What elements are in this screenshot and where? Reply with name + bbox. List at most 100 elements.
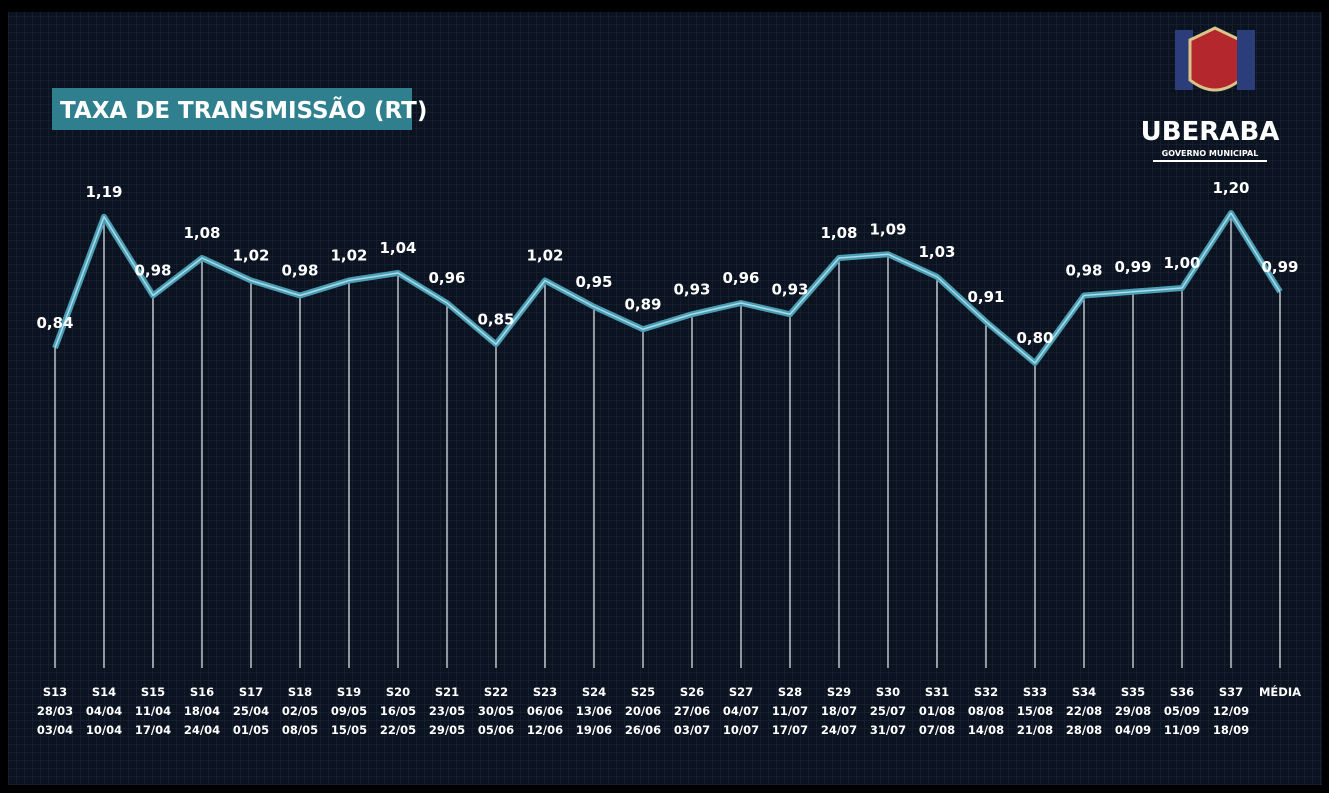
x-tick-label: 18/04: [184, 704, 220, 718]
value-label: 0,89: [624, 295, 661, 313]
value-label: 1,02: [232, 247, 269, 265]
title-box: [52, 88, 412, 130]
x-tick-label: S17: [239, 685, 263, 699]
value-label: 1,02: [526, 247, 563, 265]
x-tick-label: 18/07: [821, 704, 857, 718]
x-tick-label: 04/07: [723, 704, 759, 718]
value-label: 1,08: [183, 224, 220, 242]
x-tick-label: S32: [974, 685, 998, 699]
x-tick-label: S27: [729, 685, 753, 699]
x-tick-label: 27/06: [674, 704, 710, 718]
value-label: 0,93: [673, 280, 710, 298]
x-tick-label: 19/06: [576, 723, 612, 737]
x-tick-label: S24: [582, 685, 606, 699]
x-tick-label: 11/09: [1164, 723, 1200, 737]
x-tick-label: 24/07: [821, 723, 857, 737]
x-tick-label: 11/04: [135, 704, 171, 718]
x-tick-label: 03/07: [674, 723, 710, 737]
x-tick-label: 14/08: [968, 723, 1004, 737]
value-label: 1,00: [1163, 254, 1200, 272]
x-tick-label: 05/09: [1164, 704, 1200, 718]
x-tick-label: S28: [778, 685, 802, 699]
x-tick-label: 07/08: [919, 723, 955, 737]
value-label: 0,85: [477, 310, 514, 328]
x-tick-label: 01/05: [233, 723, 269, 737]
value-label: 0,95: [575, 273, 612, 291]
data-line-highlight: [54, 212, 1281, 364]
x-tick-label: 29/08: [1115, 704, 1151, 718]
x-tick-label: 15/05: [331, 723, 367, 737]
x-tick-label: 12/09: [1213, 704, 1249, 718]
x-tick-label: MÉDIA: [1259, 684, 1301, 699]
x-tick-label: 01/08: [919, 704, 955, 718]
x-tick-label: S31: [925, 685, 949, 699]
logo-figure: [1237, 30, 1255, 90]
x-tick-label: 06/06: [527, 704, 563, 718]
grid-pattern: [8, 12, 1322, 785]
x-tick-label: 26/06: [625, 723, 661, 737]
x-tick-label: 02/05: [282, 704, 318, 718]
logo-shield: [1188, 26, 1242, 92]
value-label: 0,84: [36, 314, 73, 332]
x-tick-label: 12/06: [527, 723, 563, 737]
x-tick-label: 08/05: [282, 723, 318, 737]
x-tick-label: 22/08: [1066, 704, 1102, 718]
x-tick-label: 31/07: [870, 723, 906, 737]
value-label: 1,19: [85, 183, 122, 201]
x-tick-label: S25: [631, 685, 655, 699]
value-label: 0,80: [1016, 329, 1053, 347]
x-tick-label: 23/05: [429, 704, 465, 718]
value-label: 0,98: [281, 262, 318, 280]
x-tick-label: 22/05: [380, 723, 416, 737]
x-tick-label: 25/07: [870, 704, 906, 718]
x-tick-label: 20/06: [625, 704, 661, 718]
chart-title: TAXA DE TRANSMISSÃO (RT): [60, 96, 427, 124]
x-tick-label: 10/04: [86, 723, 122, 737]
value-label: 0,91: [967, 288, 1004, 306]
x-tick-label: 13/06: [576, 704, 612, 718]
x-tick-label: S13: [43, 685, 67, 699]
x-tick-label: S19: [337, 685, 361, 699]
x-tick-label: S36: [1170, 685, 1194, 699]
x-tick-label: S35: [1121, 685, 1145, 699]
x-tick-label: 28/03: [37, 704, 73, 718]
x-tick-label: S22: [484, 685, 508, 699]
x-tick-label: 04/04: [86, 704, 122, 718]
value-label: 0,96: [428, 269, 465, 287]
x-tick-label: S18: [288, 685, 312, 699]
x-tick-label: 03/04: [37, 723, 73, 737]
x-tick-label: S21: [435, 685, 459, 699]
x-tick-label: 11/07: [772, 704, 808, 718]
x-tick-label: 24/04: [184, 723, 220, 737]
x-tick-label: 17/07: [772, 723, 808, 737]
x-tick-label: 04/09: [1115, 723, 1151, 737]
x-tick-label: 30/05: [478, 704, 514, 718]
x-tick-label: S15: [141, 685, 165, 699]
x-tick-label: S23: [533, 685, 557, 699]
x-tick-label: 10/07: [723, 723, 759, 737]
x-tick-label: S34: [1072, 685, 1096, 699]
x-tick-label: 29/05: [429, 723, 465, 737]
value-label: 1,20: [1212, 179, 1249, 197]
value-label: 1,04: [379, 239, 416, 257]
x-tick-label: 28/08: [1066, 723, 1102, 737]
value-label: 0,98: [1065, 262, 1102, 280]
logo-subtitle: GOVERNO MUNICIPAL: [1162, 149, 1259, 158]
x-tick-label: 18/09: [1213, 723, 1249, 737]
value-label: 0,98: [134, 262, 171, 280]
x-tick-label: S26: [680, 685, 704, 699]
x-tick-label: S16: [190, 685, 214, 699]
x-tick-label: S14: [92, 685, 116, 699]
value-label: 0,93: [771, 280, 808, 298]
x-tick-label: 17/04: [135, 723, 171, 737]
value-label: 1,02: [330, 247, 367, 265]
x-tick-label: 21/08: [1017, 723, 1053, 737]
x-tick-label: 16/05: [380, 704, 416, 718]
x-tick-label: S29: [827, 685, 851, 699]
x-tick-label: 09/05: [331, 704, 367, 718]
x-tick-label: S30: [876, 685, 900, 699]
x-tick-label: S20: [386, 685, 410, 699]
x-tick-label: S37: [1219, 685, 1243, 699]
logo: UBERABA GOVERNO MUNICIPAL: [1141, 26, 1279, 162]
